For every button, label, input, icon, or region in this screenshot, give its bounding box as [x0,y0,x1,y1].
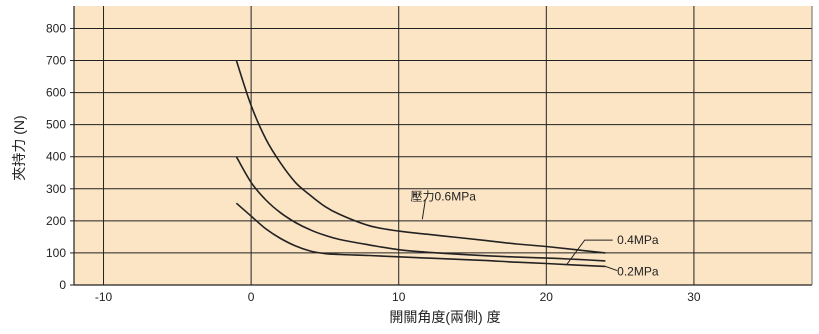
series-labels: 壓力0.6MPa 0.4MPa 0.2MPa [411,190,659,279]
axes [70,6,813,286]
tick-labels: 0 100 200 300 400 500 600 700 800 -10 0 10 20 30 [46,21,701,304]
series-label-0.6MPa: 壓力0.6MPa [411,190,477,204]
x-tick-label: 10 [392,290,406,304]
y-tick-label: 200 [46,214,66,228]
y-tick-label: 600 [46,86,66,100]
x-tick-label: 0 [248,290,255,304]
series-line-0.2MPa [235,202,606,268]
series-leader-0.4MPa [566,239,613,265]
series-label-0.4MPa: 0.4MPa [617,233,659,247]
plot-background [74,6,812,285]
grid [74,6,812,285]
y-tick-label: 700 [46,54,66,68]
y-tick-label: 500 [46,118,66,132]
y-tick-label: 0 [59,278,66,292]
y-tick-label: 300 [46,182,66,196]
y-tick-label: 400 [46,150,66,164]
x-axis-label: 開關角度(兩側) 度 [389,309,500,325]
y-axis-label: 夾持力 (N) [11,115,27,180]
x-tick-label: 30 [687,290,701,304]
series-line-0.6MPa [235,60,606,254]
series-lines [235,60,606,268]
series-leader-0.6MPa [421,199,426,220]
x-tick-label: -10 [95,290,113,304]
series-leader-0.2MPa [605,265,618,272]
series-line-0.4MPa [235,156,606,262]
x-tick-label: 20 [540,290,554,304]
y-tick-label: 800 [46,21,66,35]
y-tick-label: 100 [46,246,66,260]
series-label-0.2MPa: 0.2MPa [617,265,659,279]
